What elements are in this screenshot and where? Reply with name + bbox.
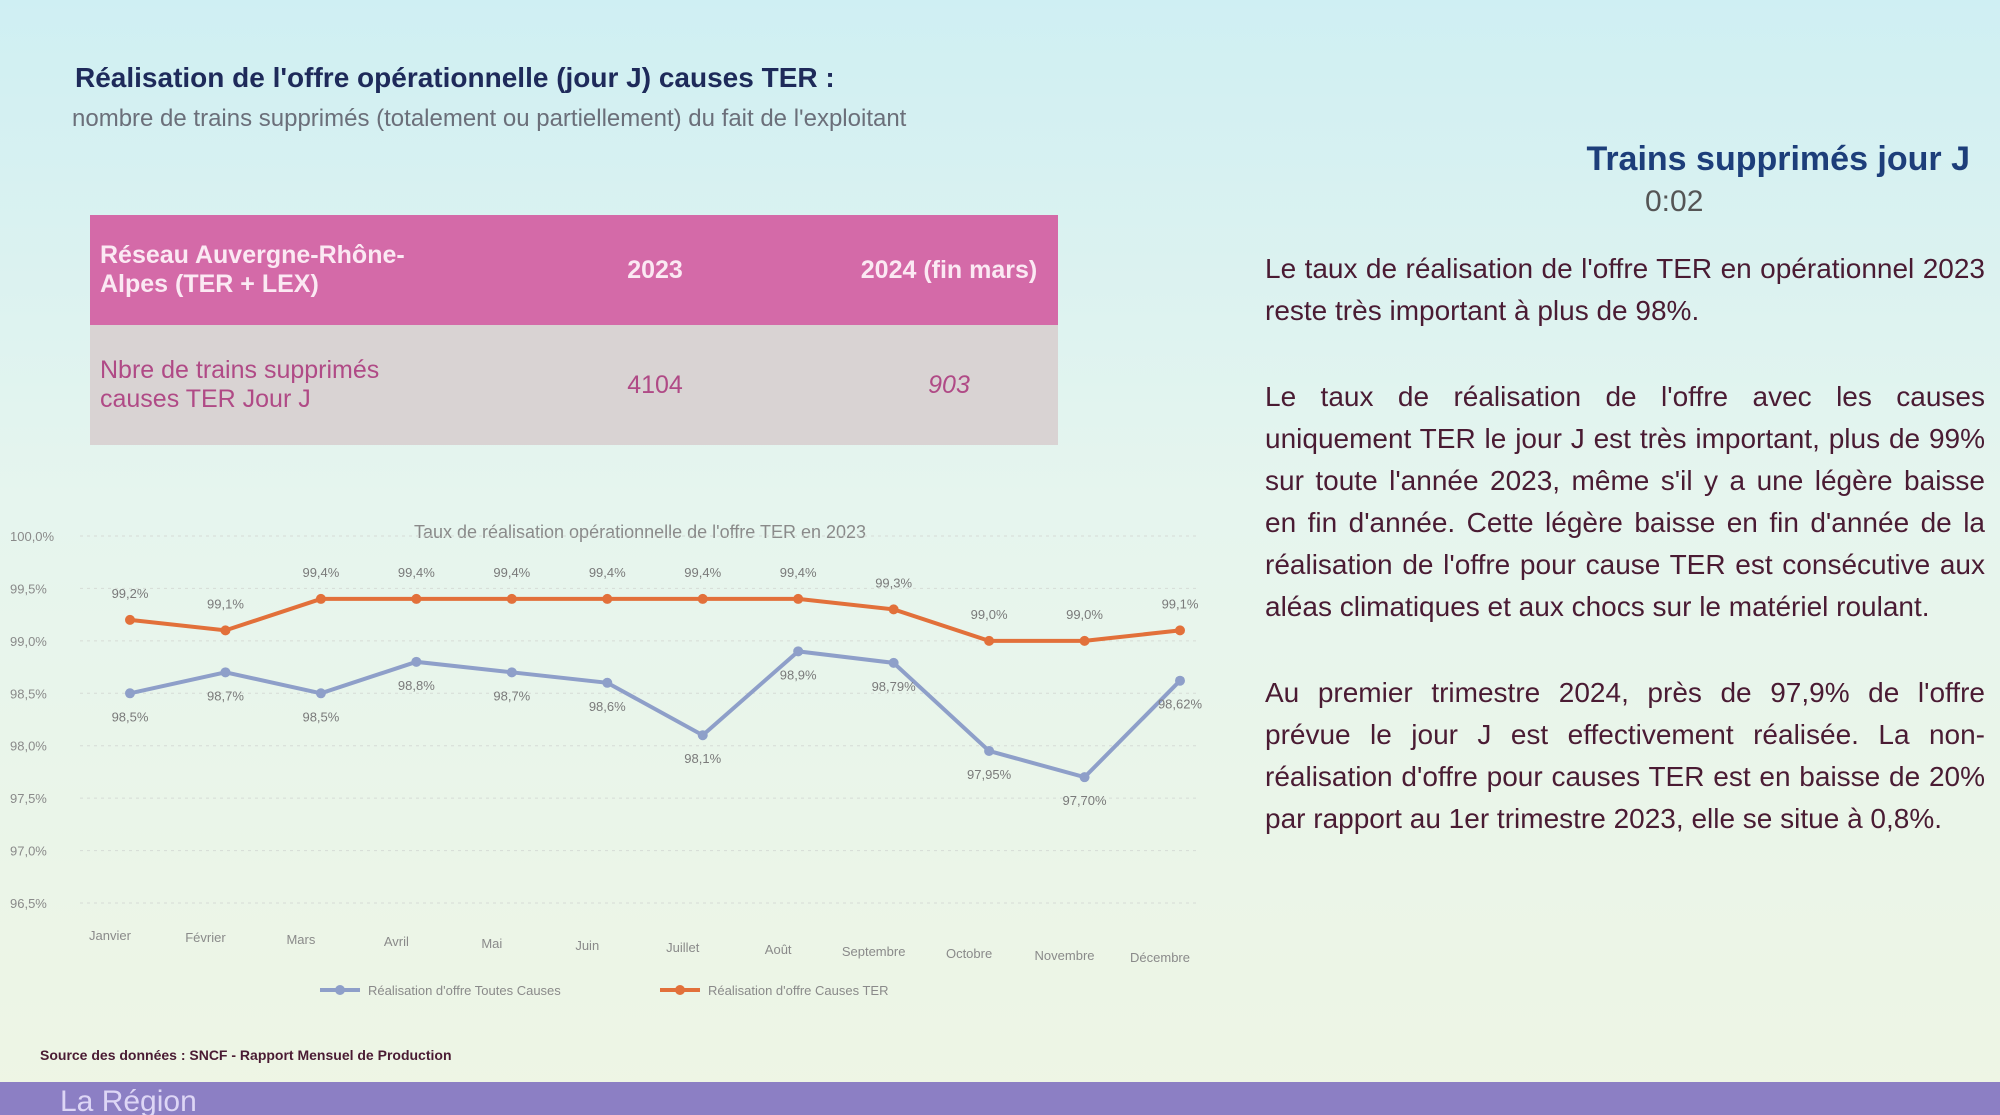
point — [888, 604, 899, 615]
header-cell: 2023 — [470, 215, 840, 325]
x-tick-label: Avril — [384, 934, 409, 949]
value-label: 99,4% — [398, 565, 435, 580]
point — [984, 745, 995, 756]
table: Réseau Auvergne-Rhône-Alpes (TER + LEX) … — [90, 215, 1058, 445]
point — [602, 677, 613, 688]
value-label: 99,2% — [112, 586, 149, 601]
value-label: 97,95% — [967, 767, 1012, 782]
value-label: 98,62% — [1158, 697, 1203, 712]
y-tick-label: 100,0% — [10, 529, 55, 544]
x-tick-label: Juin — [575, 938, 599, 953]
value-label: 98,8% — [398, 678, 435, 693]
value-label: 99,4% — [780, 565, 817, 580]
x-tick-label: Mars — [286, 932, 315, 947]
paragraph: Le taux de réalisation de l'offre avec l… — [1265, 381, 1985, 622]
value-label: 97,70% — [1062, 793, 1107, 808]
y-tick-label: 98,5% — [10, 686, 47, 701]
point — [1175, 675, 1185, 686]
point — [1079, 635, 1090, 646]
value-label: 99,4% — [589, 565, 626, 580]
value-label: 99,4% — [493, 565, 530, 580]
header-cell: Réseau Auvergne-Rhône-Alpes (TER + LEX) — [90, 215, 470, 325]
y-tick-label: 97,0% — [10, 844, 47, 859]
point — [506, 667, 517, 678]
point — [220, 667, 231, 678]
cell: 903 — [840, 325, 1058, 445]
footer-band — [0, 1082, 2000, 1115]
y-tick-label: 99,0% — [10, 634, 47, 649]
value-label: 99,0% — [971, 607, 1008, 622]
text-column: Le taux de réalisation de l'offre TER en… — [1265, 248, 1985, 884]
point — [793, 646, 804, 657]
cell: 4104 — [470, 325, 840, 445]
value-label: 99,1% — [1162, 596, 1199, 611]
slide-title: Réalisation de l'offre opérationnelle (j… — [75, 62, 835, 93]
value-label: 98,9% — [780, 667, 817, 682]
point — [888, 657, 899, 668]
value-label: 99,4% — [302, 565, 339, 580]
legend-marker — [675, 985, 685, 995]
point — [984, 635, 995, 646]
value-label: 98,1% — [684, 751, 721, 766]
x-tick-label: Juillet — [666, 940, 700, 955]
series-line — [129, 649, 1182, 780]
x-tick-label: Septembre — [842, 944, 906, 959]
footer: La Région — [60, 1085, 197, 1115]
value-label: 99,4% — [684, 565, 721, 580]
legend-label: Réalisation d'offre Causes TER — [708, 983, 888, 998]
point — [602, 593, 613, 604]
point — [793, 593, 804, 604]
y-tick-label: 97,5% — [10, 791, 47, 806]
point — [315, 688, 326, 699]
legend-label: Réalisation d'offre Toutes Causes — [368, 983, 561, 998]
x-tick-label: Octobre — [946, 946, 992, 961]
paragraph: Au premier trimestre 2024, près de 97,9%… — [1265, 677, 1985, 834]
point — [125, 614, 135, 625]
value-label: 99,3% — [875, 575, 912, 590]
slide-subtitle: nombre de trains supprimés (totalement o… — [72, 105, 907, 132]
y-tick-label: 98,0% — [10, 739, 47, 754]
y-tick-label: 99,5% — [10, 581, 47, 596]
point — [506, 593, 517, 604]
value-label: 98,5% — [302, 709, 339, 724]
value-label: 98,7% — [207, 688, 244, 703]
table-header: Réseau Auvergne-Rhône-Alpes (TER + LEX) … — [90, 215, 1058, 325]
point — [697, 593, 708, 604]
x-tick-label: Mai — [481, 936, 502, 951]
point — [125, 688, 135, 699]
x-tick-label: Février — [185, 930, 226, 945]
point — [697, 730, 708, 741]
cell: Nbre de trains supprimés causes TER Jour… — [90, 325, 470, 445]
legend-marker — [335, 985, 345, 995]
value-label: 99,1% — [207, 596, 244, 611]
paragraph: Le taux de réalisation de l'offre TER en… — [1265, 253, 1985, 326]
header-cell: 2024 (fin mars) — [840, 215, 1058, 325]
chart: Taux de réalisation opérationnelle de l'… — [10, 522, 1203, 998]
point — [411, 593, 422, 604]
chart-title: Taux de réalisation opérationnelle de l'… — [414, 522, 866, 542]
table-row: Nbre de trains supprimés causes TER Jour… — [90, 325, 1058, 445]
x-tick-label: Novembre — [1035, 948, 1095, 963]
point — [411, 656, 422, 667]
value-label: 99,0% — [1066, 607, 1103, 622]
point — [1079, 772, 1090, 783]
value-label: 98,79% — [872, 679, 917, 694]
point — [220, 625, 231, 636]
value-label: 98,7% — [493, 688, 530, 703]
y-tick-label: 96,5% — [10, 896, 47, 911]
x-tick-label: Décembre — [1130, 950, 1190, 965]
source: Source des données : SNCF - Rapport Mens… — [40, 1047, 452, 1063]
value-label: 98,6% — [589, 699, 626, 714]
value-label: 98,5% — [112, 709, 149, 724]
timer: 0:02 — [1645, 185, 1704, 218]
x-tick-label: Août — [765, 942, 792, 957]
right-title: Trains supprimés jour J — [1586, 140, 1970, 178]
point — [1175, 625, 1185, 636]
series-line — [129, 596, 1181, 643]
point — [315, 593, 326, 604]
x-tick-label: Janvier — [89, 928, 132, 943]
